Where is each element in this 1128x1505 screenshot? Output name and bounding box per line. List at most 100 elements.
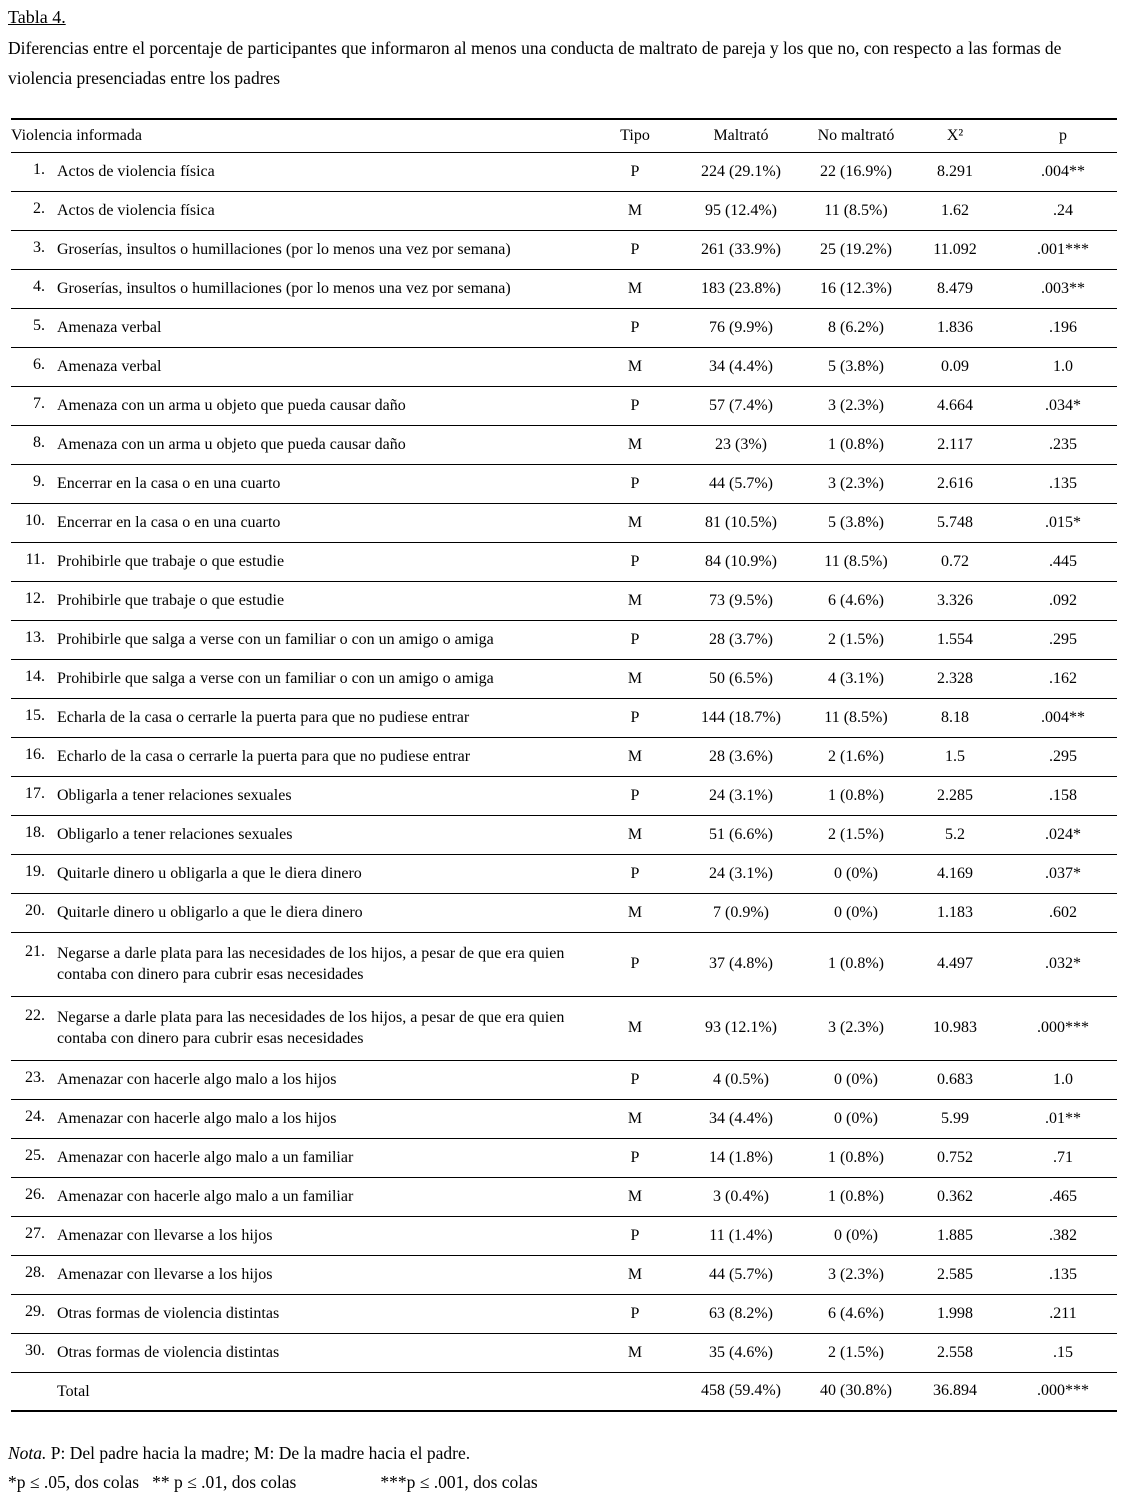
cell-maltrato: 24 (3.1%) bbox=[671, 775, 811, 815]
cell-tipo: M bbox=[599, 190, 671, 230]
cell-chi-squared: 11.092 bbox=[901, 229, 1009, 269]
row-label: Otras formas de violencia distintas bbox=[57, 1305, 280, 1322]
header-violencia-informada: Violencia informada bbox=[11, 119, 599, 153]
cell-no-maltrato: 11 (8.5%) bbox=[811, 697, 901, 737]
table-row: 24. Amenazar con hacerle algo malo a los … bbox=[11, 1098, 1117, 1138]
row-number: 5. bbox=[33, 317, 45, 334]
cell-maltrato: 81 (10.5%) bbox=[671, 502, 811, 542]
cell-p-value: .000*** bbox=[1009, 1371, 1117, 1411]
row-number: 11. bbox=[25, 551, 45, 568]
table-row: 17. Obligarla a tener relaciones sexuales… bbox=[11, 775, 1117, 815]
cell-no-maltrato: 0 (0%) bbox=[811, 1059, 901, 1099]
row-label: Negarse a darle plata para las necesidad… bbox=[57, 945, 565, 983]
row-label: Echarla de la casa o cerrarle la puerta … bbox=[57, 709, 470, 726]
cell-maltrato: 3 (0.4%) bbox=[671, 1176, 811, 1216]
cell-p-value: .24 bbox=[1009, 190, 1117, 230]
cell-chi-squared: 4.497 bbox=[901, 931, 1009, 996]
row-number: 27. bbox=[25, 1225, 45, 1242]
table-caption: Diferencias entre el porcentaje de parti… bbox=[8, 38, 1062, 88]
row-label: Prohibirle que trabaje o que estudie bbox=[57, 553, 285, 570]
table-row: 15. Echarla de la casa o cerrarle la puer… bbox=[11, 697, 1117, 737]
cell-no-maltrato: 5 (3.8%) bbox=[811, 346, 901, 386]
cell-maltrato: 50 (6.5%) bbox=[671, 658, 811, 698]
table-row: 27. Amenazar con llevarse a los hijos P 11 … bbox=[11, 1215, 1117, 1255]
cell-maltrato: 63 (8.2%) bbox=[671, 1293, 811, 1333]
row-label: Amenazar con llevarse a los hijos bbox=[57, 1227, 273, 1244]
row-label: Encerrar en la casa o en una cuarto bbox=[57, 514, 281, 531]
cell-p-value: 1.0 bbox=[1009, 346, 1117, 386]
cell-chi-squared: 2.585 bbox=[901, 1254, 1009, 1294]
cell-p-value: .295 bbox=[1009, 619, 1117, 659]
table-row: 2. Actos de violencia física M 95 (12.4%) 11… bbox=[11, 190, 1117, 230]
cell-chi-squared: 4.169 bbox=[901, 853, 1009, 893]
header-no-maltrato: No maltrató bbox=[811, 119, 901, 153]
row-label: Amenazar con hacerle algo malo a un fami… bbox=[57, 1149, 354, 1166]
cell-violencia-informada: 13. Prohibirle que salga a verse con un f… bbox=[11, 619, 599, 659]
cell-tipo: M bbox=[599, 502, 671, 542]
cell-no-maltrato: 11 (8.5%) bbox=[811, 541, 901, 581]
cell-maltrato: 95 (12.4%) bbox=[671, 190, 811, 230]
cell-violencia-informada: 30. Otras formas de violencia distintas bbox=[11, 1332, 599, 1372]
cell-violencia-informada: 4. Groserías, insultos o humillaciones (p… bbox=[11, 268, 599, 308]
cell-no-maltrato: 0 (0%) bbox=[811, 892, 901, 932]
header-p-value: p bbox=[1009, 119, 1117, 153]
cell-no-maltrato: 8 (6.2%) bbox=[811, 307, 901, 347]
cell-no-maltrato: 1 (0.8%) bbox=[811, 424, 901, 464]
header-tipo: Tipo bbox=[599, 119, 671, 153]
row-label: Obligarlo a tener relaciones sexuales bbox=[57, 826, 293, 843]
cell-violencia-informada: 20. Quitarle dinero u obligarlo a que le … bbox=[11, 892, 599, 932]
row-number: 20. bbox=[25, 902, 45, 919]
data-table: Violencia informada Tipo Maltrató No mal… bbox=[11, 118, 1117, 1412]
cell-no-maltrato: 0 (0%) bbox=[811, 853, 901, 893]
cell-p-value: .01** bbox=[1009, 1098, 1117, 1138]
cell-violencia-informada: 22. Negarse a darle plata para las necesi… bbox=[11, 995, 599, 1060]
cell-p-value: .092 bbox=[1009, 580, 1117, 620]
cell-violencia-informada: 9. Encerrar en la casa o en una cuarto bbox=[11, 463, 599, 503]
cell-chi-squared: 3.326 bbox=[901, 580, 1009, 620]
table-row: 9. Encerrar en la casa o en una cuarto P 44… bbox=[11, 463, 1117, 503]
cell-tipo: M bbox=[599, 1332, 671, 1372]
cell-tipo: M bbox=[599, 814, 671, 854]
table-total-row: Total 458 (59.4%) 40 (30.8%) 36.894.000*** bbox=[11, 1371, 1117, 1411]
row-label: Amenaza con un arma u objeto que pueda c… bbox=[57, 436, 406, 453]
cell-violencia-informada: 10. Encerrar en la casa o en una cuarto bbox=[11, 502, 599, 542]
cell-tipo: P bbox=[599, 1059, 671, 1099]
cell-chi-squared: 5.2 bbox=[901, 814, 1009, 854]
cell-no-maltrato: 3 (2.3%) bbox=[811, 995, 901, 1060]
row-number: 3. bbox=[33, 239, 45, 256]
cell-maltrato: 51 (6.6%) bbox=[671, 814, 811, 854]
cell-tipo: M bbox=[599, 268, 671, 308]
row-number: 1. bbox=[33, 161, 45, 178]
header-row: Violencia informada Tipo Maltrató No mal… bbox=[11, 119, 1117, 153]
table-title-text: Tabla 4. bbox=[8, 7, 66, 27]
cell-violencia-informada: 3. Groserías, insultos o humillaciones (p… bbox=[11, 229, 599, 269]
row-number: 26. bbox=[25, 1186, 45, 1203]
cell-no-maltrato: 1 (0.8%) bbox=[811, 1176, 901, 1216]
cell-chi-squared: 8.18 bbox=[901, 697, 1009, 737]
row-label: Quitarle dinero u obligarlo a que le die… bbox=[57, 904, 363, 921]
table-row: 1. Actos de violencia física P 224 (29.1%) 2… bbox=[11, 152, 1117, 191]
cell-violencia-informada: 11. Prohibirle que trabaje o que estudie bbox=[11, 541, 599, 581]
cell-p-value: .135 bbox=[1009, 1254, 1117, 1294]
row-label: Groserías, insultos o humillaciones (por… bbox=[57, 280, 511, 297]
cell-no-maltrato: 3 (2.3%) bbox=[811, 1254, 901, 1294]
row-label: Amenazar con hacerle algo malo a un fami… bbox=[57, 1188, 354, 1205]
cell-p-value: .71 bbox=[1009, 1137, 1117, 1177]
cell-chi-squared: 8.291 bbox=[937, 162, 973, 180]
cell-maltrato: 76 (9.9%) bbox=[671, 307, 811, 347]
table-header: Violencia informada Tipo Maltrató No mal… bbox=[11, 119, 1117, 153]
row-label: Echarlo de la casa o cerrarle la puerta … bbox=[57, 748, 471, 765]
cell-chi-squared: 1.62 bbox=[901, 190, 1009, 230]
row-number: 7. bbox=[33, 395, 45, 412]
cell-chi-squared: 5.748 bbox=[901, 502, 1009, 542]
row-number: 9. bbox=[33, 473, 45, 490]
cell-maltrato: 44 (5.7%) bbox=[671, 1254, 811, 1294]
cell-p-value: .000*** bbox=[1009, 995, 1117, 1060]
cell-violencia-informada: 23. Amenazar con hacerle algo malo a los … bbox=[11, 1059, 599, 1099]
cell-maltrato: 28 (3.7%) bbox=[671, 619, 811, 659]
row-number: 2. bbox=[33, 200, 45, 217]
row-number: 18. bbox=[25, 824, 45, 841]
cell-no-maltrato: 3 (2.3%) bbox=[811, 385, 901, 425]
cell-tipo: M bbox=[599, 1176, 671, 1216]
cell-chi-squared: 1.998 bbox=[901, 1293, 1009, 1333]
